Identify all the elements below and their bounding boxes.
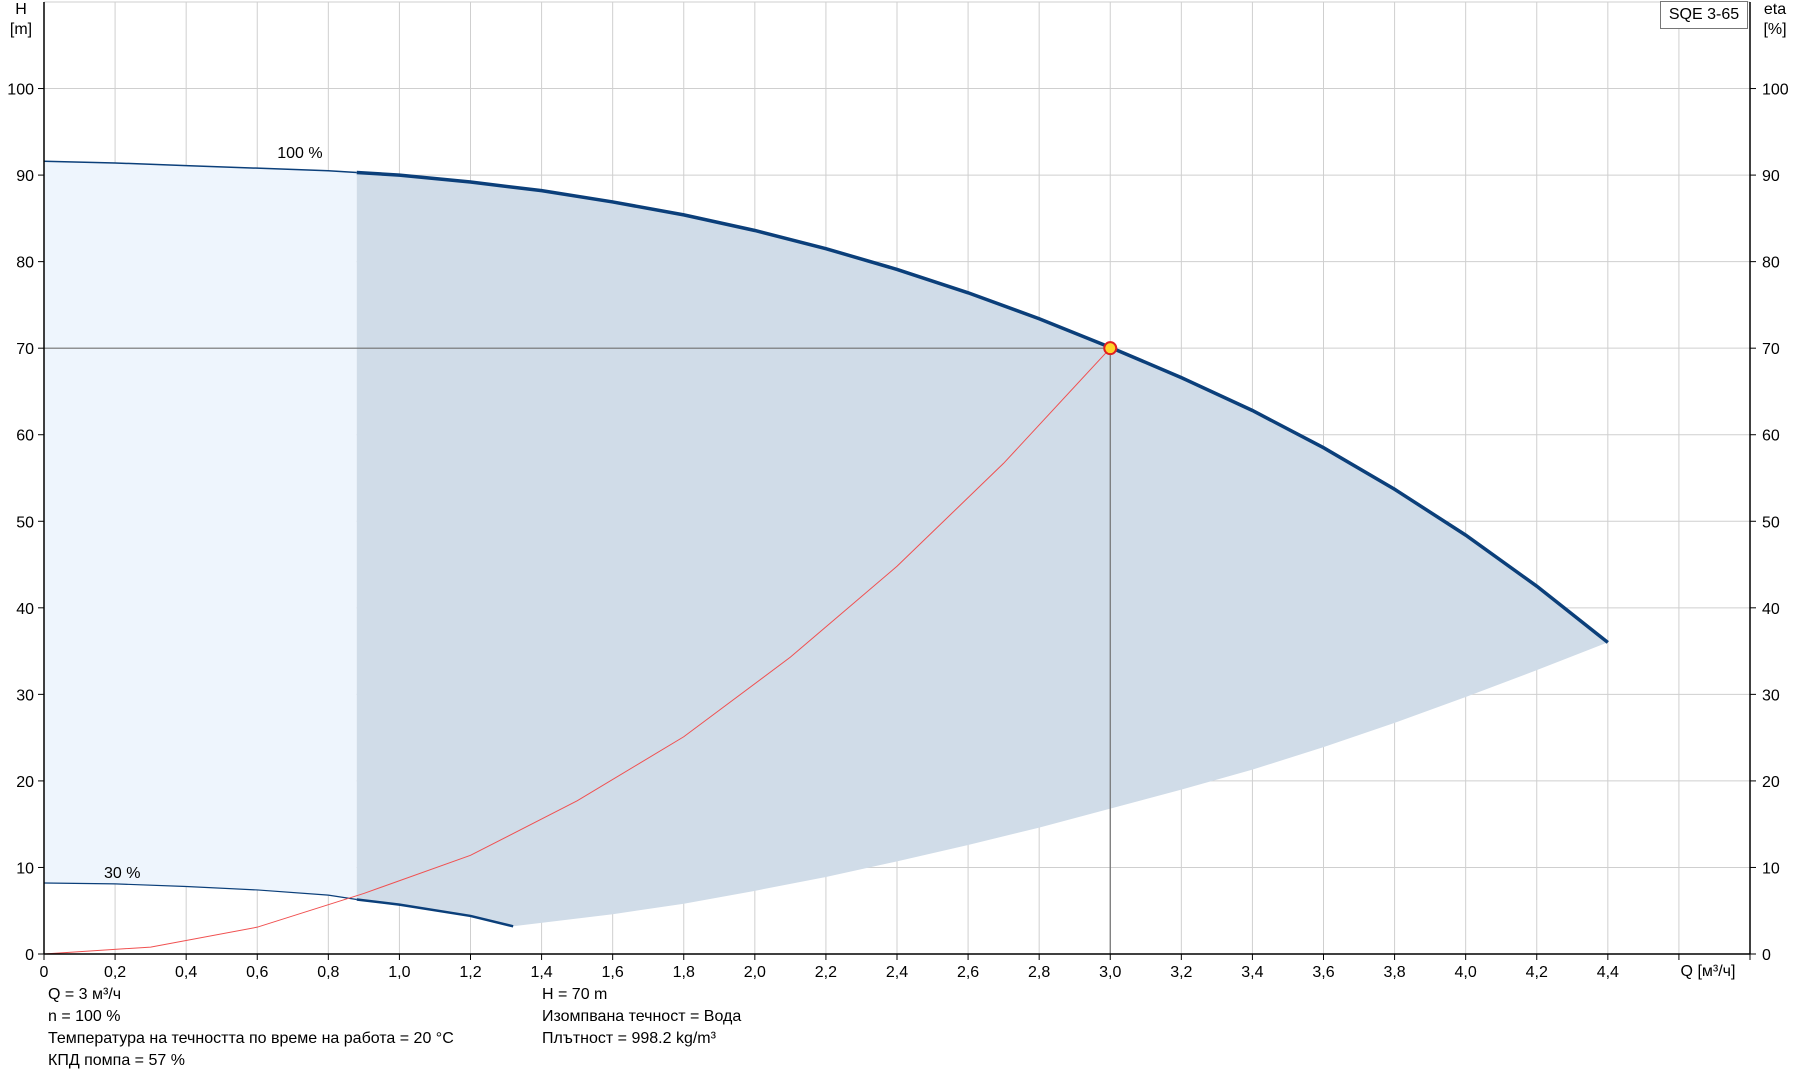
y-axis-left-label-unit: [m] — [10, 21, 32, 38]
y-axis-right-label-eta: eta — [1764, 1, 1786, 18]
x-tick-label: 2,8 — [1028, 964, 1050, 981]
y-tick-label-left: 80 — [16, 255, 34, 272]
y-tick-label-right: 100 — [1762, 82, 1789, 99]
y-tick-label-left: 90 — [16, 168, 34, 185]
axes-layer — [38, 2, 1756, 960]
y-axis-right-label-unit: [%] — [1763, 21, 1786, 38]
x-tick-label: 2,2 — [815, 964, 837, 981]
y-tick-label-left: 100 — [7, 82, 34, 99]
x-tick-label: 3,4 — [1241, 964, 1263, 981]
x-tick-label: 4,4 — [1597, 964, 1619, 981]
x-tick-label: 4,2 — [1526, 964, 1548, 981]
model-label-box: SQE 3-65 — [1660, 1, 1748, 29]
info-flow: Q = 3 м³/ч — [48, 986, 122, 1003]
x-tick-label: 2,0 — [744, 964, 766, 981]
y-tick-label-right: 60 — [1762, 428, 1780, 445]
x-tick-label: 3,0 — [1099, 964, 1121, 981]
y-tick-label-right: 50 — [1762, 514, 1780, 531]
y-tick-label-right: 40 — [1762, 601, 1780, 618]
x-tick-label: 0,4 — [175, 964, 197, 981]
x-tick-label: 2,4 — [886, 964, 908, 981]
info-density: Плътност = 998.2 kg/m³ — [542, 1030, 716, 1047]
x-tick-label: 1,0 — [388, 964, 410, 981]
info-head: H = 70 m — [542, 986, 608, 1003]
y-tick-label-right: 70 — [1762, 341, 1780, 358]
curve-speed-label: 100 % — [277, 145, 322, 162]
x-tick-label: 0,8 — [317, 964, 339, 981]
y-tick-label-left: 70 — [16, 341, 34, 358]
y-axis-left-label-h: H — [15, 1, 27, 18]
x-tick-label: 0,2 — [104, 964, 126, 981]
x-tick-label: 1,6 — [602, 964, 624, 981]
curve-speed-label: 30 % — [104, 865, 140, 882]
y-tick-label-right: 20 — [1762, 774, 1780, 791]
qh-curve-100-thin — [43, 160, 357, 174]
low-speed-region — [44, 161, 357, 900]
info-speed: n = 100 % — [48, 1008, 121, 1025]
y-tick-label-right: 90 — [1762, 168, 1780, 185]
x-tick-label: 4,0 — [1455, 964, 1477, 981]
y-tick-label-right: 0 — [1762, 947, 1771, 964]
y-tick-label-left: 10 — [16, 860, 34, 877]
x-tick-label: 0,6 — [246, 964, 268, 981]
x-tick-label: 2,6 — [957, 964, 979, 981]
x-tick-label: 3,2 — [1170, 964, 1192, 981]
x-tick-label: 3,8 — [1383, 964, 1405, 981]
qh-curve-30-thin — [43, 882, 357, 901]
y-tick-label-right: 10 — [1762, 860, 1780, 877]
band-layer — [44, 161, 1608, 927]
x-tick-label: 1,2 — [459, 964, 481, 981]
y-tick-label-left: 40 — [16, 601, 34, 618]
y-tick-label-left: 30 — [16, 687, 34, 704]
y-tick-label-left: 0 — [25, 947, 34, 964]
x-axis-label: Q [м³/ч] — [1681, 963, 1736, 980]
info-left-block: Q = 3 м³/ч n = 100 % Температура на течн… — [48, 984, 454, 1072]
info-temperature: Температура на течността по време на раб… — [48, 1030, 454, 1047]
operating-point-marker — [1103, 341, 1118, 356]
y-tick-label-left: 50 — [16, 514, 34, 531]
system-curve — [43, 347, 1111, 955]
x-tick-label: 3,6 — [1312, 964, 1334, 981]
y-tick-label-right: 30 — [1762, 687, 1780, 704]
x-tick-label: 1,4 — [530, 964, 552, 981]
curve-layer — [43, 160, 1609, 955]
x-tick-label: 0 — [40, 964, 49, 981]
y-tick-label-left: 20 — [16, 774, 34, 791]
x-tick-label: 1,8 — [673, 964, 695, 981]
qh-curve-100 — [356, 170, 1609, 644]
info-liquid: Изомпвана течност = Вода — [542, 1008, 742, 1025]
info-efficiency: КПД помпа = 57 % — [48, 1052, 185, 1069]
y-tick-label-right: 80 — [1762, 255, 1780, 272]
info-right-block: H = 70 m Изомпвана течност = Вода Плътно… — [542, 984, 741, 1050]
operating-region — [356, 172, 1608, 927]
qh-curve-30 — [356, 898, 514, 928]
y-tick-label-left: 60 — [16, 428, 34, 445]
